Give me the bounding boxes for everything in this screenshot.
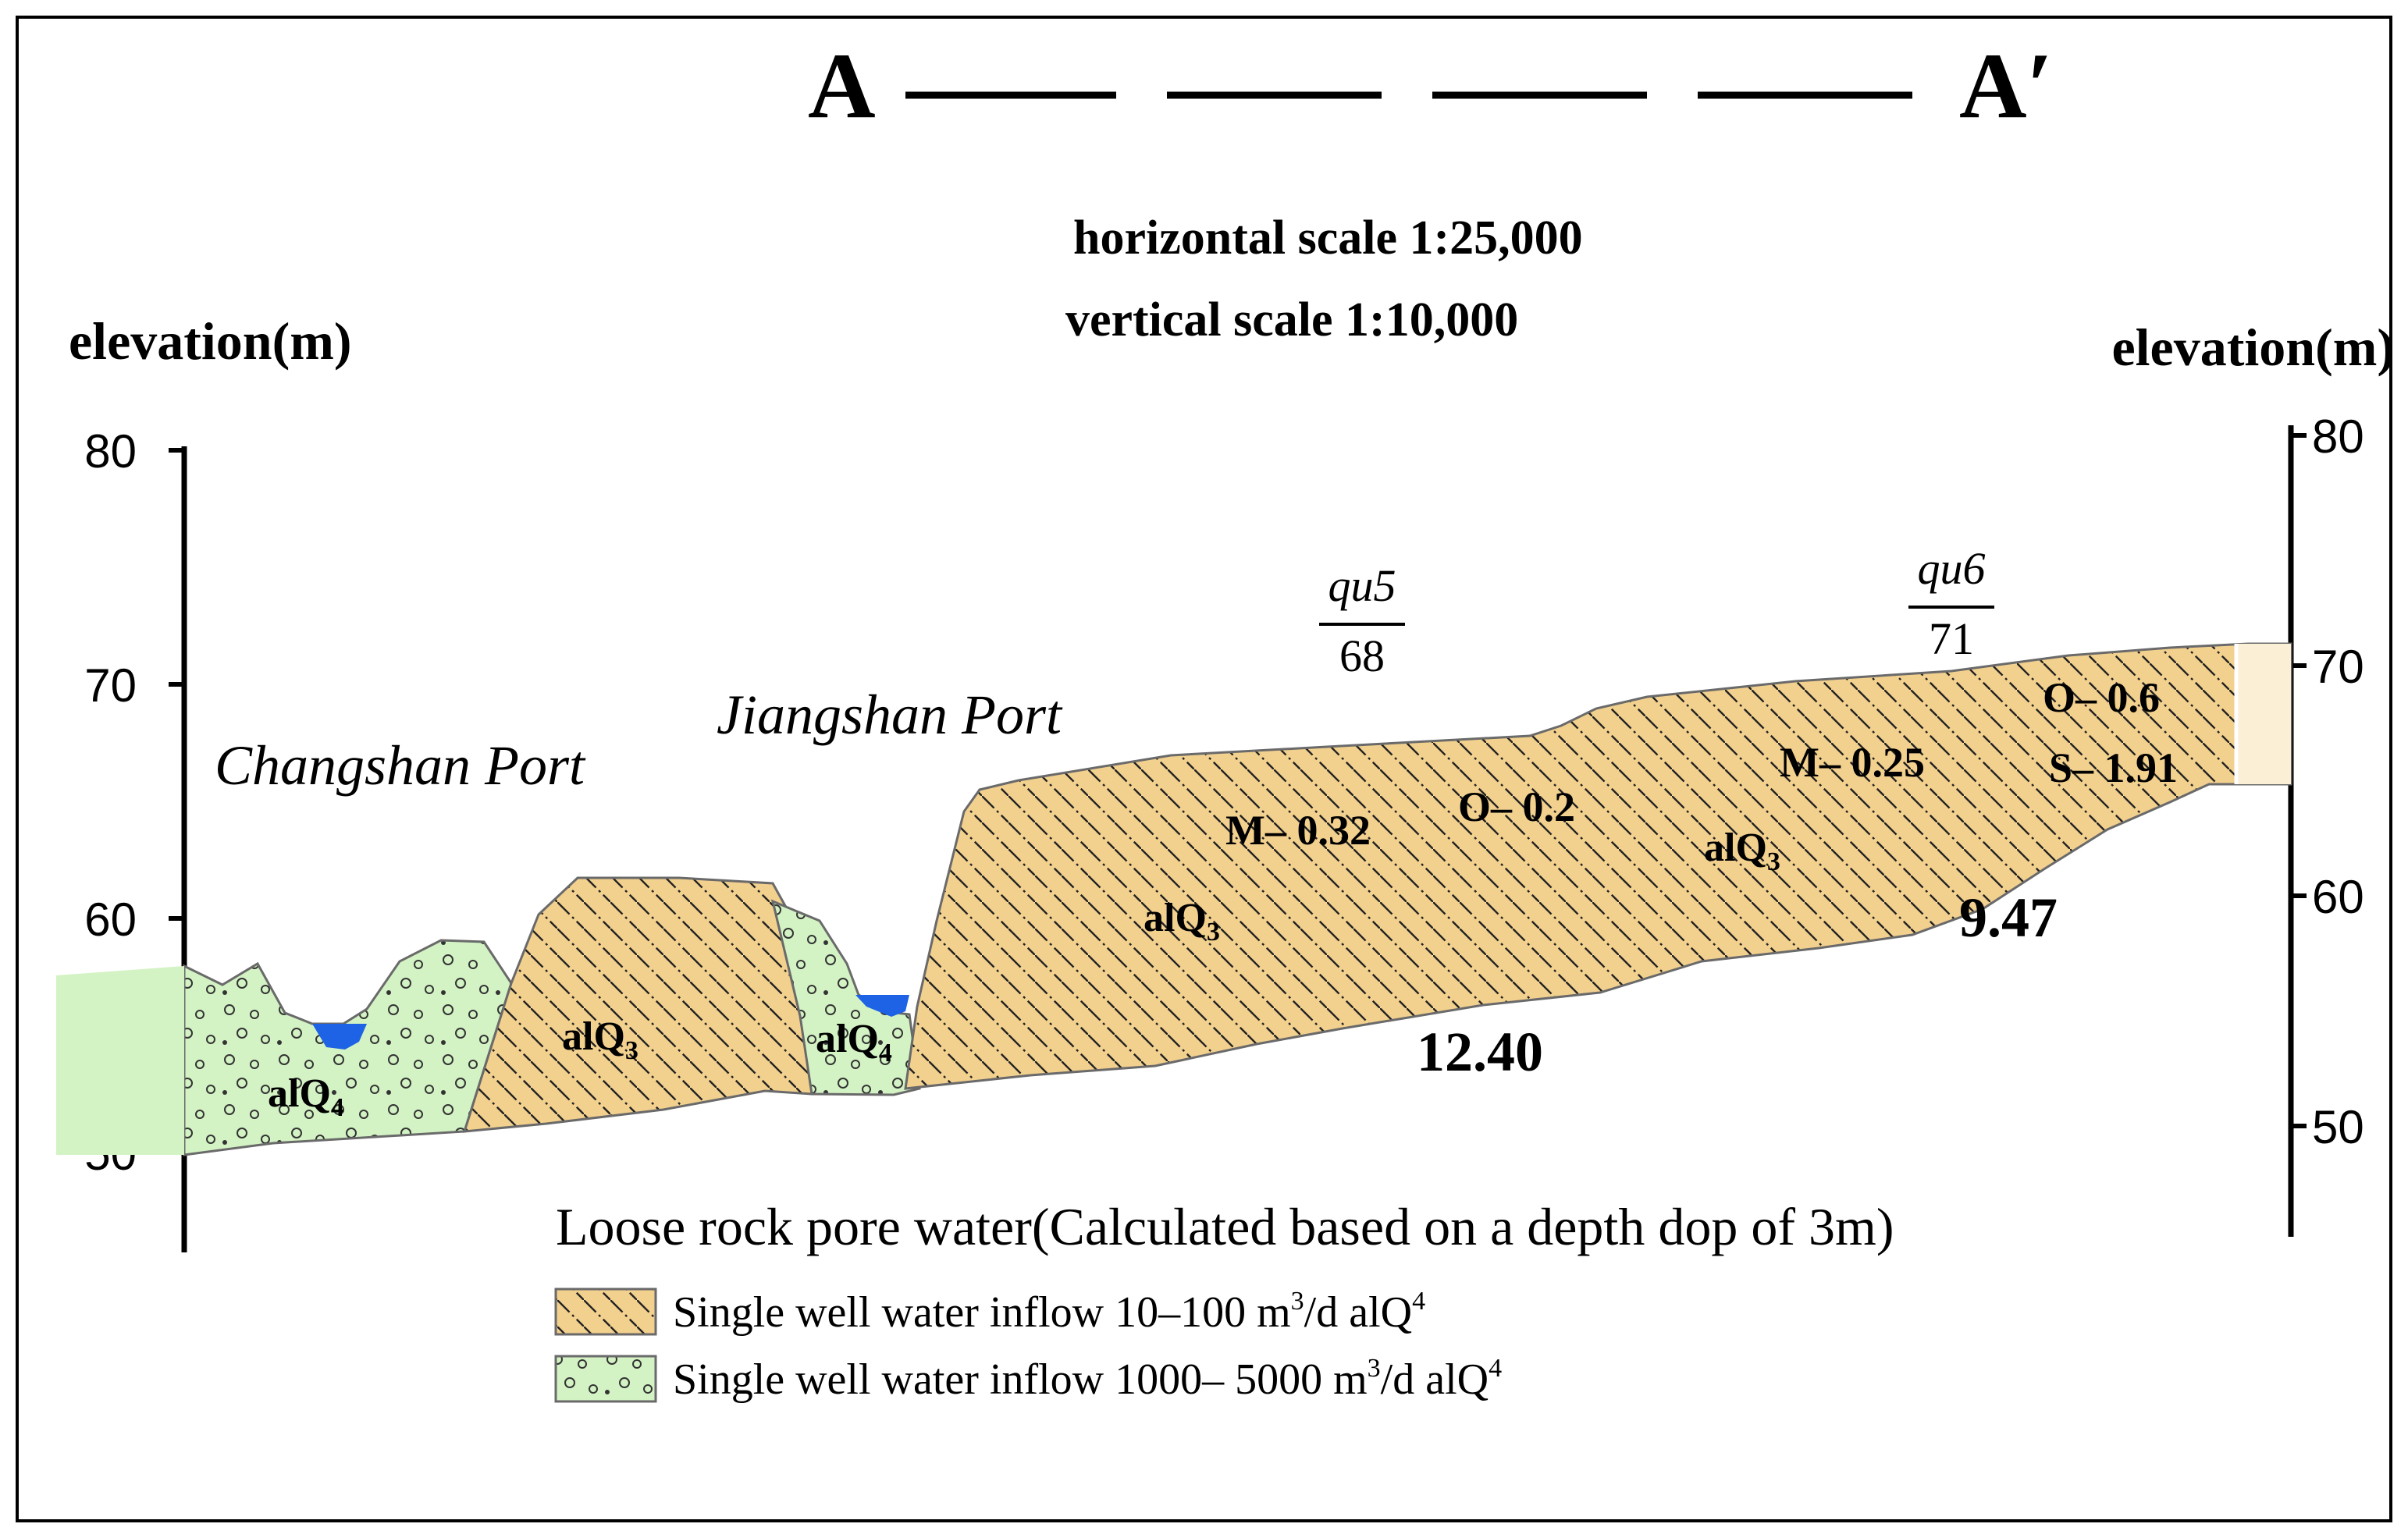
unit-alq4-left-edge — [56, 966, 184, 1155]
unit-label-alq3-main-1: alQ3 — [1144, 896, 1220, 947]
unit-label-alq3-main-2: alQ3 — [1704, 826, 1780, 876]
annotation-s-191: S– 1.91 — [2049, 744, 2178, 791]
water-left — [312, 1024, 367, 1050]
annotation-o-02: O– 0.2 — [1458, 783, 1575, 830]
well-qu5-name: qu5 — [1328, 560, 1396, 611]
place-changshan-port: Changshan Port — [215, 734, 586, 797]
section-start-label: A — [808, 34, 876, 137]
annotation-m-032: M– 0.32 — [1225, 807, 1371, 854]
well-qu6-value: 71 — [1929, 613, 1974, 664]
unit-label-alq4-mid: alQ4 — [816, 1017, 892, 1067]
legend-swatch-dots — [554, 1355, 657, 1403]
right-tick-label-50: 50 — [2312, 1101, 2364, 1153]
legend-item-dots-text: Single well water inflow 1000– 5000 m3/d… — [673, 1354, 1502, 1404]
unit-label-alq3-block: alQ3 — [562, 1014, 638, 1065]
vertical-scale: vertical scale 1:10,000 — [1065, 293, 1518, 346]
left-tick-label-70: 70 — [84, 659, 137, 712]
left-tick-label-80: 80 — [84, 425, 137, 478]
annotation-m-025: M– 0.25 — [1780, 739, 1925, 786]
right-axis-ticks: 80 70 60 50 — [2291, 410, 2364, 1153]
well-qu5-value: 68 — [1339, 630, 1385, 681]
well-qu5: qu5 68 — [1319, 560, 1405, 681]
right-tick-label-70: 70 — [2312, 641, 2364, 693]
unit-right-tail — [2236, 644, 2291, 784]
well-qu6: qu6 71 — [1908, 543, 1994, 664]
unit-alq4-mid — [770, 899, 921, 1096]
legend-item-hatch-text: Single well water inflow 10–100 m3/d alQ… — [673, 1287, 1425, 1337]
unit-label-alq4-left: alQ4 — [268, 1071, 344, 1122]
depth-9-47: 9.47 — [1959, 886, 2058, 949]
left-axis-title: elevation(m) — [69, 311, 352, 371]
place-jiangshan-port: Jiangshan Port — [717, 684, 1063, 746]
annotation-o-06: O– 0.6 — [2043, 674, 2160, 721]
right-tick-label-60: 60 — [2312, 871, 2364, 923]
right-tick-label-80: 80 — [2312, 410, 2364, 463]
well-qu6-name: qu6 — [1918, 543, 1986, 594]
horizontal-scale: horizontal scale 1:25,000 — [1073, 211, 1583, 265]
water-mid — [855, 995, 909, 1017]
right-axis-title: elevation(m) — [2111, 318, 2395, 377]
section-end-label: A′ — [1959, 34, 2053, 137]
left-tick-label-60: 60 — [84, 893, 137, 946]
legend-swatch-hatch — [554, 1288, 657, 1336]
legend-title: Loose rock pore water(Calculated based o… — [556, 1197, 1894, 1256]
depth-12-40: 12.40 — [1417, 1021, 1543, 1083]
